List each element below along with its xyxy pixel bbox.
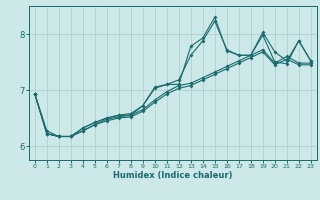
X-axis label: Humidex (Indice chaleur): Humidex (Indice chaleur) <box>113 171 233 180</box>
